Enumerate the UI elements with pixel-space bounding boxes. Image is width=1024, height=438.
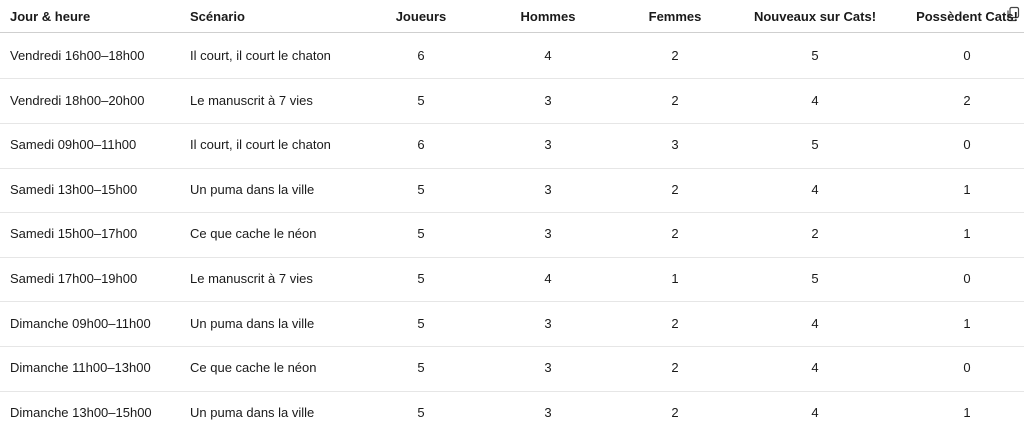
number-cell: 2	[963, 92, 971, 108]
text-cell: Un puma dans la ville	[190, 181, 315, 197]
column-header: Hommes	[520, 9, 576, 24]
number-cell: 4	[811, 360, 819, 376]
column-header: Scénario	[190, 9, 245, 24]
number-cell: 4	[811, 92, 819, 108]
number-cell: 3	[544, 226, 552, 242]
text-cell: Samedi 15h00–17h00	[10, 226, 138, 242]
text-cell: Un puma dans la ville	[190, 404, 315, 420]
text-cell: Samedi 13h00–15h00	[10, 181, 138, 197]
text-cell: Il court, il court le chaton	[190, 48, 331, 63]
number-cell: 5	[417, 92, 425, 108]
column-header: Possèdent Cats!	[916, 9, 1018, 24]
number-cell: 4	[544, 271, 552, 286]
column-header: Jour & heure	[10, 9, 91, 24]
number-cell: 5	[417, 271, 425, 286]
number-cell: 2	[671, 404, 679, 420]
number-cell: 3	[544, 92, 552, 108]
text-cell: Ce que cache le néon	[190, 360, 317, 376]
row-divider	[0, 257, 1024, 258]
number-cell: 1	[671, 271, 679, 286]
number-cell: 0	[963, 360, 971, 376]
number-cell: 3	[544, 137, 552, 153]
number-cell: 0	[963, 137, 971, 153]
copy-button[interactable]	[1005, 6, 1021, 22]
text-cell: Vendredi 18h00–20h00	[10, 92, 145, 108]
number-cell: 4	[811, 181, 819, 197]
text-cell: Dimanche 11h00–13h00	[10, 360, 151, 376]
number-cell: 1	[963, 226, 971, 242]
number-cell: 5	[811, 137, 819, 153]
number-cell: 1	[963, 315, 971, 331]
text-cell: Samedi 17h00–19h00	[10, 271, 138, 286]
text-cell: Dimanche 13h00–15h00	[10, 404, 152, 420]
number-cell: 6	[417, 48, 425, 63]
row-divider	[0, 212, 1024, 213]
column-header: Nouveaux sur Cats!	[753, 9, 877, 24]
number-cell: 5	[417, 360, 425, 376]
number-cell: 2	[671, 315, 679, 331]
text-cell: Vendredi 16h00–18h00	[10, 48, 145, 63]
row-divider	[0, 123, 1024, 124]
number-cell: 1	[963, 404, 971, 420]
number-cell: 3	[544, 181, 552, 197]
number-cell: 5	[811, 271, 819, 286]
row-divider	[0, 301, 1024, 302]
column-header: Femmes	[648, 9, 702, 24]
number-cell: 5	[811, 48, 819, 63]
number-cell: 4	[811, 315, 819, 331]
row-divider	[0, 346, 1024, 347]
text-cell: Il court, il court le chaton	[190, 137, 331, 153]
number-cell: 3	[544, 360, 552, 376]
text-cell: Dimanche 09h00–11h00	[10, 315, 151, 331]
number-cell: 2	[671, 92, 679, 108]
number-cell: 4	[811, 404, 819, 420]
number-cell: 2	[811, 226, 819, 242]
column-header: Joueurs	[395, 9, 447, 24]
number-cell: 1	[963, 181, 971, 197]
row-divider	[0, 391, 1024, 392]
number-cell: 2	[671, 360, 679, 376]
number-cell: 3	[544, 404, 552, 420]
number-cell: 5	[417, 315, 425, 331]
header-divider	[0, 32, 1024, 33]
number-cell: 2	[671, 226, 679, 242]
text-cell: Un puma dans la ville	[190, 315, 315, 331]
number-cell: 5	[417, 404, 425, 420]
row-divider	[0, 78, 1024, 79]
number-cell: 0	[963, 48, 971, 63]
number-cell: 0	[963, 271, 971, 286]
text-cell: Ce que cache le néon	[190, 226, 317, 242]
number-cell: 5	[417, 226, 425, 242]
number-cell: 5	[417, 181, 425, 197]
text-cell: Samedi 09h00–11h00	[10, 137, 137, 153]
text-cell: Le manuscrit à 7 vies	[190, 92, 313, 108]
number-cell: 3	[671, 137, 679, 153]
number-cell: 2	[671, 181, 679, 197]
number-cell: 4	[544, 48, 552, 63]
number-cell: 6	[417, 137, 425, 153]
text-cell: Le manuscrit à 7 vies	[190, 271, 313, 286]
row-divider	[0, 168, 1024, 169]
number-cell: 2	[671, 48, 679, 63]
number-cell: 3	[544, 315, 552, 331]
